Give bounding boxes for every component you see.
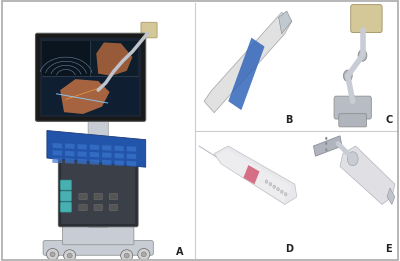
Polygon shape (243, 165, 260, 184)
Circle shape (325, 137, 328, 140)
Polygon shape (102, 145, 112, 151)
Polygon shape (127, 146, 136, 152)
Polygon shape (65, 143, 74, 149)
Circle shape (325, 148, 328, 151)
Circle shape (348, 96, 357, 107)
FancyBboxPatch shape (79, 193, 87, 200)
Circle shape (347, 152, 358, 166)
Polygon shape (340, 146, 395, 204)
Text: B: B (285, 115, 292, 125)
Polygon shape (77, 151, 87, 157)
Circle shape (280, 190, 283, 193)
Polygon shape (127, 161, 136, 167)
Circle shape (67, 253, 72, 258)
Circle shape (269, 182, 272, 186)
Polygon shape (114, 153, 124, 159)
Text: C: C (385, 115, 392, 125)
FancyBboxPatch shape (62, 223, 134, 245)
Polygon shape (387, 188, 395, 204)
Bar (42, 41, 90, 76)
Circle shape (124, 253, 129, 258)
Polygon shape (114, 160, 124, 166)
Circle shape (64, 250, 76, 261)
Polygon shape (204, 12, 292, 113)
Polygon shape (114, 146, 124, 151)
Text: E: E (385, 244, 392, 253)
Polygon shape (279, 11, 292, 34)
Polygon shape (127, 153, 136, 159)
FancyBboxPatch shape (79, 204, 87, 211)
FancyBboxPatch shape (339, 114, 367, 127)
Circle shape (141, 252, 146, 257)
Polygon shape (102, 160, 112, 165)
Circle shape (277, 188, 279, 191)
Polygon shape (60, 79, 110, 114)
FancyBboxPatch shape (141, 22, 157, 38)
Polygon shape (77, 144, 87, 150)
FancyBboxPatch shape (40, 38, 141, 117)
FancyBboxPatch shape (60, 191, 72, 201)
Polygon shape (90, 144, 99, 150)
Circle shape (343, 70, 352, 81)
FancyBboxPatch shape (351, 5, 382, 33)
FancyBboxPatch shape (60, 202, 72, 212)
FancyBboxPatch shape (94, 193, 102, 200)
Polygon shape (90, 152, 99, 157)
Circle shape (121, 250, 133, 261)
FancyBboxPatch shape (43, 241, 153, 255)
Polygon shape (47, 130, 146, 167)
Circle shape (284, 193, 287, 196)
Circle shape (325, 142, 328, 145)
Polygon shape (90, 159, 99, 165)
Circle shape (138, 248, 150, 260)
Polygon shape (53, 150, 62, 156)
Circle shape (50, 252, 55, 257)
Circle shape (46, 248, 59, 260)
Bar (42, 77, 139, 115)
FancyBboxPatch shape (334, 96, 371, 119)
FancyBboxPatch shape (88, 81, 108, 227)
FancyBboxPatch shape (61, 156, 135, 224)
FancyBboxPatch shape (94, 204, 102, 211)
Polygon shape (77, 159, 87, 164)
Text: A: A (176, 247, 184, 257)
Polygon shape (228, 38, 264, 110)
FancyBboxPatch shape (109, 204, 118, 211)
Polygon shape (216, 149, 292, 202)
Polygon shape (65, 151, 74, 156)
Circle shape (358, 50, 367, 61)
Polygon shape (314, 136, 342, 156)
Polygon shape (53, 143, 62, 149)
Bar (90, 41, 138, 76)
Polygon shape (96, 43, 132, 76)
FancyBboxPatch shape (109, 193, 118, 200)
Text: D: D (285, 244, 293, 253)
Circle shape (273, 185, 276, 188)
Polygon shape (102, 152, 112, 158)
FancyBboxPatch shape (36, 33, 146, 121)
Circle shape (265, 180, 268, 183)
Polygon shape (214, 146, 297, 204)
FancyBboxPatch shape (60, 180, 72, 190)
Polygon shape (53, 157, 62, 163)
Polygon shape (65, 158, 74, 164)
FancyBboxPatch shape (58, 153, 138, 227)
